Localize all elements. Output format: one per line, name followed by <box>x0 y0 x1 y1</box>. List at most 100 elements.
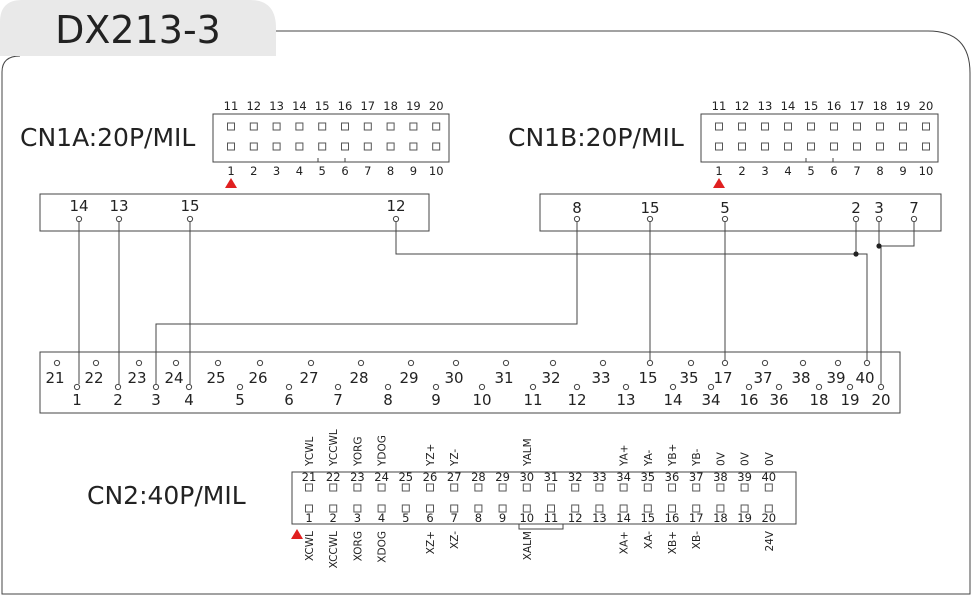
terminal-top-pin-node <box>407 359 415 367</box>
cn1a-top-pin-label: 17 <box>360 99 375 113</box>
cn2-bottom-pin-label: 10 <box>519 511 534 525</box>
cn2-top-pin-hole <box>740 483 749 492</box>
terminal-bottom-pin-node <box>669 383 677 391</box>
terminal-bottom-pin-node <box>152 383 160 391</box>
cn2-bottom-pin-label: 20 <box>761 511 776 525</box>
cn2-bottom-pin-label: 14 <box>616 511 631 525</box>
cn2-bottom-signal-label: XB- <box>691 531 703 549</box>
cn2-top-signal-label: 0V <box>764 451 776 466</box>
cn2-bottom-signal-label: XALM <box>522 531 534 560</box>
cn2-bottom-signal-label: XZ+ <box>425 531 437 554</box>
cn1b-bottom-pin-hole <box>715 142 723 151</box>
cn1b-key-mark <box>805 158 834 163</box>
cn1b-bar-pin-label: 7 <box>909 199 919 217</box>
cn1b-bottom-pin-hole <box>899 142 907 151</box>
cn2-bottom-pin-hole <box>740 504 749 513</box>
terminal-bottom-pin-label: 12 <box>567 391 586 409</box>
terminal-bottom-pin-label: 11 <box>523 391 542 409</box>
cn2-bottom-pin-label: 17 <box>689 511 704 525</box>
cn2-bottom-pin-label: 2 <box>330 511 337 525</box>
cn1a-bottom-pin-label: 5 <box>319 164 326 178</box>
cn2-top-pin-hole <box>377 483 386 492</box>
cn1b-bottom-pin-label: 5 <box>807 164 814 178</box>
terminal-top-pin-label: 40 <box>855 369 874 387</box>
cn1a-bottom-pin-hole <box>432 142 441 151</box>
cn1b-bottom-pin-hole <box>807 142 815 151</box>
terminal-bottom-pin-label: 1 <box>72 391 82 409</box>
terminal-top-pin-node <box>135 359 143 367</box>
cn2-bottom-pin-label: 1 <box>305 511 312 525</box>
cn2-top-pin-hole <box>571 483 580 492</box>
cn2-top-pin-hole <box>450 483 459 492</box>
cn2-top-pin-label: 36 <box>665 470 680 484</box>
terminal-top-pin-label: 24 <box>164 369 183 387</box>
cn2-label: CN2:40P/MIL <box>87 481 246 510</box>
cn1b-bar-pin-node <box>852 215 860 223</box>
terminal-bottom-pin-label: 16 <box>739 391 758 409</box>
terminal-bottom-pin-node <box>334 383 342 391</box>
cn2-bottom-pin-hole <box>401 504 410 513</box>
cn1b-bottom-pin-label: 1 <box>715 164 722 178</box>
cn2-bottom-pin-hole <box>692 504 701 513</box>
cn1a-pin-bar <box>39 193 430 232</box>
cn1a-top-pin-label: 16 <box>338 99 353 113</box>
cn2-top-signal-label: YB- <box>691 448 703 467</box>
cn2-bottom-signal-label: 24V <box>764 530 776 551</box>
cn1a-bar-pin-label: 14 <box>69 197 88 215</box>
wire-junction <box>853 251 859 257</box>
title-tab <box>0 0 276 56</box>
terminal-pins: 21 22 23 24 25 26 27 28 29 30 31 32 33 15 35 17 37 38 39 40… <box>45 359 891 409</box>
cn1b-bottom-pin-label: 8 <box>876 164 883 178</box>
cn1b-top-pin-hole <box>738 122 746 131</box>
cn1b-top-pin-label: 12 <box>735 99 750 113</box>
terminal-bottom-pin-label: 7 <box>333 391 343 409</box>
cn1b-bottom-pin-hole <box>830 142 838 151</box>
cn2-top-pin-label: 24 <box>374 470 389 484</box>
cn1b-top-pin-label: 17 <box>850 99 865 113</box>
terminal-bottom-pin-label: 9 <box>431 391 441 409</box>
cn2-top-signal-label: YALM <box>522 438 534 467</box>
terminal-top-pin-label: 15 <box>638 369 657 387</box>
cn2-bottom-pin-label: 9 <box>499 511 506 525</box>
cn1a-bottom-pin-hole <box>272 142 281 151</box>
cn1b-bar-pin-node <box>721 215 729 223</box>
cn1a-bottom-pin-hole <box>318 142 327 151</box>
cn1b-connector: 11 12 13 14 15 16 17 18 19 201 2 3 4 5 6 7 8 9 10 <box>700 99 939 188</box>
terminal-bottom-pin-node <box>775 383 783 391</box>
cn2-bottom-pin-hole <box>764 504 773 513</box>
cn2-top-pin-hole <box>305 483 313 492</box>
cn2-bottom-pin-hole <box>595 504 604 513</box>
cn2-top-signal-label: YB+ <box>667 444 679 467</box>
terminal-bottom-pin-label: 10 <box>472 391 491 409</box>
cn2-bottom-signal-label: XA+ <box>619 531 631 554</box>
cn2-bottom-pin-label: 8 <box>475 511 482 525</box>
terminal-bottom-pin-label: 13 <box>616 391 635 409</box>
cn2-top-pin-label: 22 <box>326 470 341 484</box>
cn1b-body <box>700 113 939 163</box>
terminal-top-pin-node <box>646 359 654 367</box>
terminal-top-pin-node <box>92 359 100 367</box>
cn1a-bottom-pin-label: 6 <box>341 164 348 178</box>
cn2-top-pin-hole <box>643 483 652 492</box>
cn1a-top-pin-hole <box>386 122 395 131</box>
cn1b-bottom-pin-hole <box>853 142 861 151</box>
wire <box>395 222 868 360</box>
cn1a-bottom-pin-label: 9 <box>410 164 417 178</box>
terminal-bottom-pin-label: 20 <box>871 391 890 409</box>
cn1b-top-pin-hole <box>830 122 838 131</box>
cn2-top-signal-label: 0V <box>740 451 752 466</box>
cn1a-top-pin-label: 12 <box>246 99 261 113</box>
cn1a-top-pin-label: 14 <box>292 99 307 113</box>
cn1b-top-pin-hole <box>922 122 930 131</box>
terminal-top-pin-label: 32 <box>541 369 560 387</box>
cn2-bottom-pin-label: 19 <box>737 511 752 525</box>
terminal-bottom-pin-node <box>573 383 581 391</box>
cn1b-bottom-pin-label: 4 <box>784 164 791 178</box>
terminal-bottom-pin-label: 6 <box>284 391 294 409</box>
cn2-bottom-pin-label: 12 <box>568 511 583 525</box>
cn2-bottom-pin-label: 15 <box>640 511 655 525</box>
cn1b-bar-pins: 8 15 5 2 3 7 <box>572 199 919 223</box>
cn1b-top-pin-label: 18 <box>873 99 888 113</box>
cn1b-top-pin-label: 13 <box>758 99 773 113</box>
cn1a-top-pin-hole <box>409 122 418 131</box>
